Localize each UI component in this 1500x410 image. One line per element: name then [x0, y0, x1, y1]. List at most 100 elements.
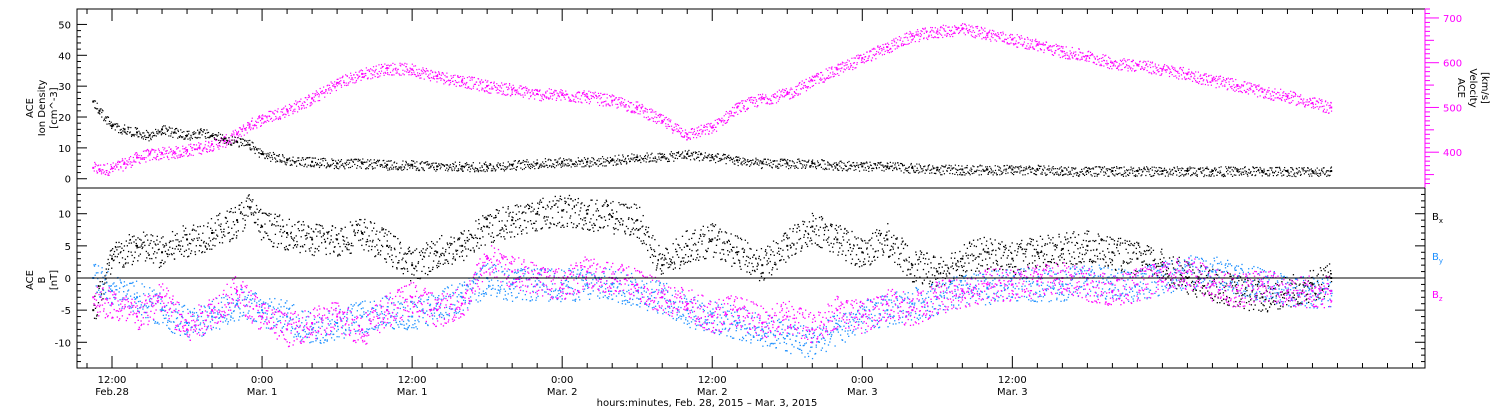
density-dot: [776, 160, 778, 162]
density-dot: [125, 131, 127, 133]
velocity-dot: [529, 91, 531, 94]
density-dot: [774, 160, 776, 162]
velocity-dot: [901, 42, 903, 45]
density-dot: [1016, 171, 1019, 173]
velocity-dot: [838, 74, 840, 76]
density-dot: [727, 156, 730, 159]
velocity-point: [173, 151, 176, 154]
velocity-dot: [760, 99, 762, 101]
density-dot: [376, 164, 378, 167]
density-dot: [1253, 170, 1255, 173]
velocity-dot: [625, 104, 627, 106]
velocity-dot: [171, 150, 173, 152]
velocity-dot: [766, 101, 768, 104]
velocity-dot: [271, 120, 273, 122]
velocity-dot: [474, 83, 477, 85]
velocity-dot: [405, 65, 407, 68]
density-dot: [363, 161, 365, 163]
density-dot: [1183, 174, 1185, 176]
density-dot: [1328, 170, 1330, 172]
density-dot: [850, 164, 852, 166]
density-dot: [905, 170, 908, 172]
velocity-dot: [588, 98, 591, 100]
velocity-dot: [809, 87, 811, 89]
density-dot: [1139, 169, 1141, 171]
velocity-point: [1311, 101, 1314, 104]
velocity-dot: [432, 77, 434, 80]
velocity-dot: [638, 105, 640, 107]
density-dot: [1170, 170, 1172, 172]
density-dot: [538, 166, 541, 168]
velocity-dot: [272, 111, 274, 113]
density-dot: [819, 163, 821, 165]
velocity-dot: [368, 70, 371, 73]
density-dot: [1133, 175, 1135, 177]
density-dot: [1098, 166, 1100, 168]
density-dot: [175, 132, 177, 134]
density-dot: [862, 162, 864, 164]
velocity-dot: [493, 82, 495, 84]
velocity-dot: [880, 47, 882, 50]
velocity-dot: [581, 92, 584, 95]
velocity-dot: [751, 99, 753, 101]
velocity-dot: [737, 102, 740, 104]
density-dot: [858, 170, 861, 172]
velocity-dot: [710, 126, 712, 128]
density-dot: [212, 134, 214, 137]
density-dot: [422, 167, 424, 169]
density-point: [1111, 170, 1114, 173]
velocity-dot: [1260, 87, 1262, 89]
velocity-dot: [841, 67, 843, 69]
velocity-dot: [1160, 67, 1162, 70]
density-dot: [1014, 167, 1016, 169]
velocity-dot: [647, 119, 649, 121]
velocity-dot: [337, 78, 339, 80]
density-dot: [259, 148, 261, 150]
velocity-dot: [156, 155, 158, 157]
velocity-dot: [125, 167, 127, 169]
velocity-dot: [356, 74, 358, 76]
velocity-dot: [581, 102, 583, 104]
density-dot: [1153, 172, 1156, 174]
density-dot: [479, 162, 481, 164]
velocity-dot: [348, 82, 350, 84]
density-dot: [809, 166, 811, 168]
velocity-dot: [1040, 49, 1043, 51]
velocity-dot: [1315, 103, 1317, 105]
velocity-dot: [958, 31, 961, 34]
velocity-dot: [1109, 57, 1111, 60]
density-dot: [1106, 168, 1108, 170]
density-dot: [1005, 172, 1007, 175]
density-dot: [903, 172, 905, 174]
velocity-dot: [928, 34, 930, 36]
velocity-dot: [1330, 110, 1333, 112]
density-dot: [114, 129, 116, 131]
velocity-dot: [590, 94, 592, 97]
density-dot: [946, 169, 948, 172]
velocity-dot: [796, 85, 798, 87]
velocity-dot: [291, 105, 293, 107]
density-dot: [785, 159, 787, 162]
velocity-dot: [433, 75, 435, 78]
velocity-dot: [1300, 98, 1303, 100]
density-dot: [283, 157, 285, 159]
density-dot: [958, 168, 960, 171]
velocity-dot: [678, 130, 681, 133]
density-dot: [202, 131, 204, 133]
velocity-dot: [427, 75, 429, 78]
velocity-dot: [276, 117, 278, 119]
velocity-dot: [114, 168, 116, 170]
velocity-dot: [666, 119, 669, 121]
velocity-dot: [568, 97, 570, 99]
density-dot: [944, 166, 946, 168]
velocity-dot: [1182, 66, 1184, 69]
density-dot: [599, 163, 601, 166]
density-dot: [691, 155, 693, 157]
velocity-dot: [985, 36, 987, 38]
velocity-dot: [881, 50, 883, 52]
velocity-dot: [1310, 102, 1312, 105]
velocity-dot: [1156, 66, 1158, 69]
density-dot: [1079, 171, 1081, 173]
density-dot: [484, 170, 486, 173]
density-point: [986, 168, 989, 171]
